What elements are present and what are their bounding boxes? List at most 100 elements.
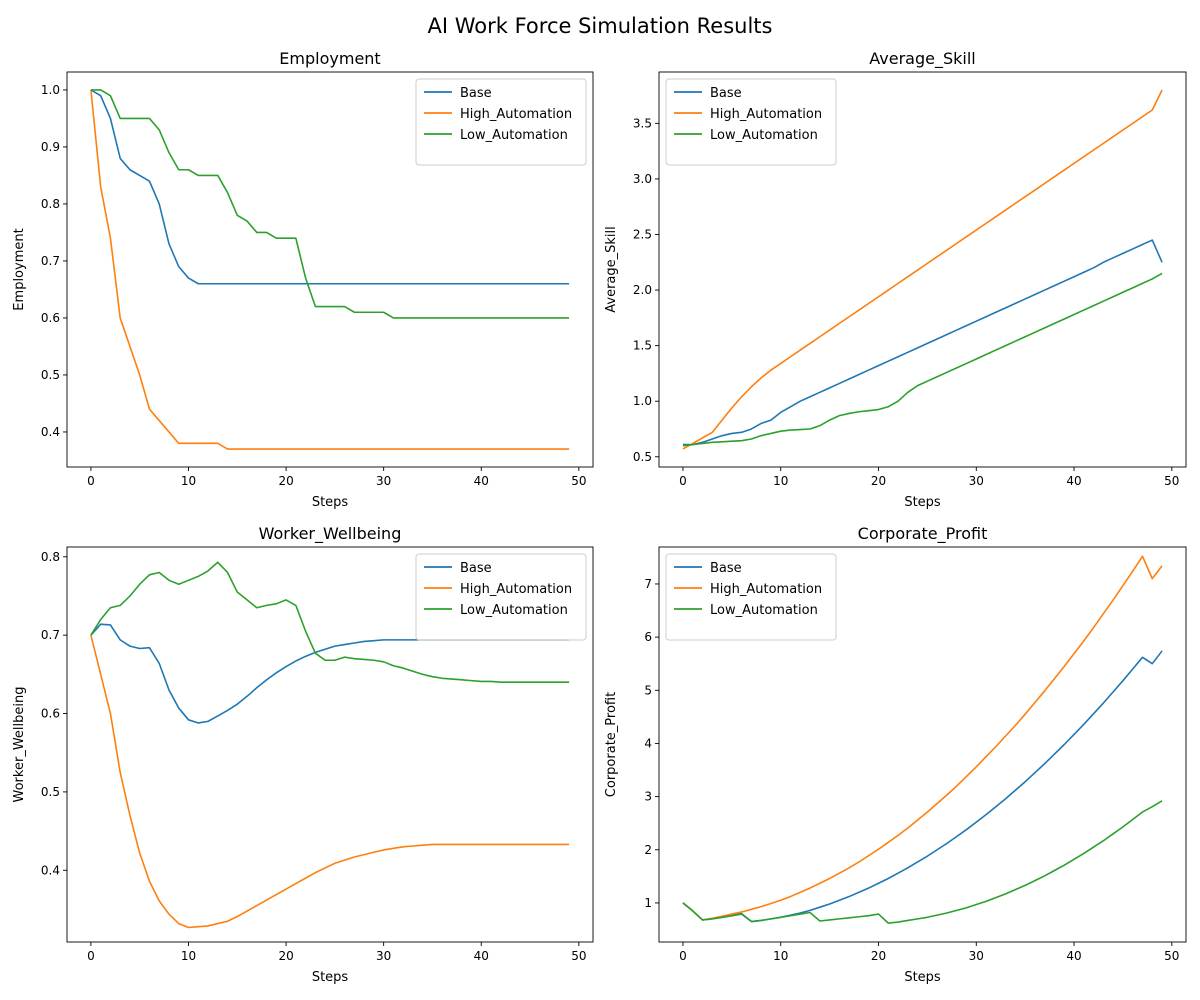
- x-tick-label: 30: [969, 949, 984, 963]
- subplot-4: Corporate_Profit 0 10 20 30 40 50 1 2 3 4 5 6 7 Steps C…: [604, 524, 1187, 985]
- subplot-title: Corporate_Profit: [858, 524, 988, 544]
- y-tick-label: 0.7: [41, 254, 60, 268]
- y-axis-label: Employment: [12, 228, 27, 310]
- x-tick-label: 0: [679, 474, 687, 488]
- x-tick-label: 0: [679, 949, 687, 963]
- y-axis-label: Average_Skill: [604, 226, 619, 313]
- x-tick-label: 50: [1164, 949, 1179, 963]
- y-tick-label: 0.9: [41, 140, 60, 154]
- y-tick-label: 0.5: [633, 450, 652, 464]
- y-tick-label: 5: [644, 683, 652, 697]
- y-tick-label: 0.4: [41, 863, 60, 877]
- y-tick-label: 1.0: [41, 83, 60, 97]
- x-tick-label: 20: [871, 474, 886, 488]
- series-line-base: [90, 89, 570, 285]
- legend-label: High_Automation: [710, 582, 822, 597]
- y-tick-label: 0.6: [41, 707, 60, 721]
- x-tick-label: 30: [376, 949, 391, 963]
- series-line-high-automation: [682, 555, 1163, 921]
- x-axis-label: Steps: [312, 495, 349, 510]
- subplot-title: Average_Skill: [869, 49, 975, 69]
- y-tick-label: 7: [644, 577, 652, 591]
- y-tick-label: 1.5: [633, 339, 652, 353]
- y-tick-label: 0.5: [41, 368, 60, 382]
- y-tick-label: 2.0: [633, 283, 652, 297]
- y-tick-label: 0.4: [41, 425, 60, 439]
- y-tick-label: 3.0: [633, 172, 652, 186]
- legend: Base High_Automation Low_Automation: [665, 78, 837, 166]
- legend-label: High_Automation: [460, 582, 572, 597]
- x-tick-label: 50: [571, 949, 586, 963]
- x-tick-label: 30: [376, 474, 391, 488]
- legend-label: Base: [710, 86, 742, 101]
- figure-title: AI Work Force Simulation Results: [427, 14, 773, 38]
- series-line-low-automation: [682, 272, 1163, 447]
- legend-label: Low_Automation: [710, 128, 818, 143]
- x-tick-label: 40: [474, 949, 489, 963]
- subplot-3: Worker_Wellbeing 0 10 20 30 40 50 0.4 0.5 0.6 0.7 0…: [12, 524, 594, 985]
- y-tick-label: 2.5: [633, 227, 652, 241]
- y-tick-label: 1: [644, 896, 652, 910]
- legend-box: [415, 78, 587, 166]
- x-tick-label: 10: [181, 949, 196, 963]
- series-line-low-automation: [682, 800, 1163, 924]
- series-line-high-automation: [90, 634, 570, 929]
- y-axis-label: Corporate_Profit: [604, 692, 619, 797]
- series-line-base: [682, 650, 1163, 923]
- x-tick-label: 10: [773, 949, 788, 963]
- legend-label: Base: [460, 561, 492, 576]
- x-tick-label: 40: [1066, 474, 1081, 488]
- legend: Base High_Automation Low_Automation: [665, 553, 837, 641]
- x-axis-label: Steps: [904, 970, 941, 985]
- axes-frame: [658, 546, 1187, 943]
- x-tick-label: 40: [474, 474, 489, 488]
- x-axis-label: Steps: [904, 495, 941, 510]
- legend-label: Low_Automation: [460, 603, 568, 618]
- x-tick-label: 0: [87, 474, 95, 488]
- y-tick-label: 4: [644, 736, 652, 750]
- legend-label: High_Automation: [460, 107, 572, 122]
- x-tick-label: 50: [571, 474, 586, 488]
- y-tick-label: 0.8: [41, 197, 60, 211]
- subplot-title: Worker_Wellbeing: [259, 524, 402, 544]
- y-tick-label: 3: [644, 790, 652, 804]
- x-tick-label: 20: [871, 949, 886, 963]
- x-tick-label: 10: [773, 474, 788, 488]
- legend-box: [665, 553, 837, 641]
- series-line-high-automation: [682, 89, 1163, 450]
- y-tick-label: 0.7: [41, 628, 60, 642]
- y-tick-label: 0.6: [41, 311, 60, 325]
- y-tick-label: 3.5: [633, 116, 652, 130]
- x-tick-label: 20: [278, 949, 293, 963]
- legend-label: Base: [710, 561, 742, 576]
- y-tick-label: 0.5: [41, 785, 60, 799]
- legend-box: [415, 553, 587, 641]
- x-tick-label: 10: [181, 474, 196, 488]
- x-tick-label: 20: [278, 474, 293, 488]
- legend: Base High_Automation Low_Automation: [415, 553, 587, 641]
- series-line-low-automation: [90, 89, 570, 319]
- subplot-title: Employment: [279, 49, 380, 68]
- x-tick-label: 40: [1066, 949, 1081, 963]
- legend-box: [665, 78, 837, 166]
- legend: Base High_Automation Low_Automation: [415, 78, 587, 166]
- legend-label: Low_Automation: [710, 603, 818, 618]
- y-axis-label: Worker_Wellbeing: [12, 687, 27, 803]
- legend-label: Base: [460, 86, 492, 101]
- x-tick-label: 50: [1164, 474, 1179, 488]
- x-tick-label: 30: [969, 474, 984, 488]
- axes-frame: [66, 546, 594, 943]
- y-tick-label: 1.0: [633, 394, 652, 408]
- series-line-high-automation: [90, 89, 570, 450]
- axes-frame: [66, 71, 594, 468]
- series-line-low-automation: [90, 561, 570, 683]
- y-tick-label: 6: [644, 630, 652, 644]
- legend-label: Low_Automation: [460, 128, 568, 143]
- series-line-base: [682, 239, 1163, 446]
- x-tick-label: 0: [87, 949, 95, 963]
- subplot-1: Employment 0 10 20 30 40 50 0.4 0.5 0.6 0.7 0.8 0.9 1…: [12, 49, 594, 510]
- x-axis-label: Steps: [312, 970, 349, 985]
- y-tick-label: 0.8: [41, 550, 60, 564]
